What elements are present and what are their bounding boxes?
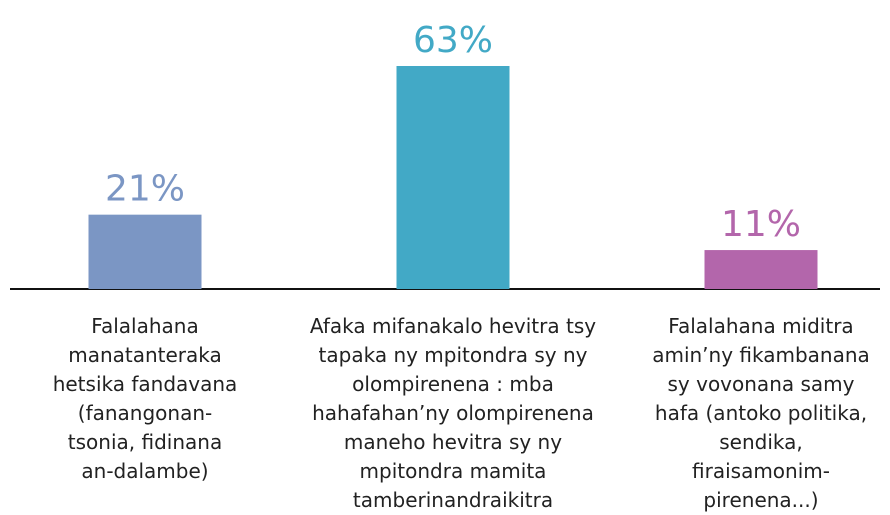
category-label: Afaka mifanakalo hevitra tsy tapaka ny m… xyxy=(309,314,597,512)
value-label: 63% xyxy=(413,20,493,61)
bar xyxy=(396,66,510,289)
category-label: Falalahana manatanteraka hetsika fandava… xyxy=(52,314,238,483)
value-label: 21% xyxy=(105,169,185,210)
value-label: 11% xyxy=(721,204,801,245)
bar xyxy=(704,250,818,289)
bar xyxy=(88,214,202,289)
category-label: Falalahana miditra amin’ny fikambanana s… xyxy=(652,314,870,512)
